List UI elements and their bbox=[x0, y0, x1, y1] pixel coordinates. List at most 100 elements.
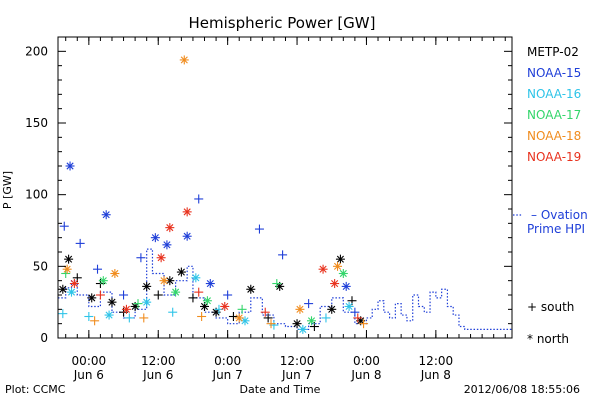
marker-stroke bbox=[65, 255, 73, 263]
marker-stroke bbox=[357, 317, 365, 325]
marker-stroke bbox=[203, 297, 211, 305]
marker-stroke bbox=[200, 302, 209, 311]
north-star-marker bbox=[121, 304, 131, 314]
south-plus-marker bbox=[90, 316, 100, 326]
south-plus-marker bbox=[353, 313, 363, 323]
satellite-points bbox=[58, 55, 369, 334]
north-star-marker bbox=[98, 276, 108, 286]
south-plus-marker bbox=[321, 313, 331, 323]
marker-stroke bbox=[276, 282, 284, 290]
marker-stroke bbox=[102, 211, 110, 219]
north-star-marker bbox=[107, 297, 117, 307]
north-star-marker bbox=[162, 240, 172, 250]
north-star-marker bbox=[246, 284, 256, 294]
marker-stroke bbox=[63, 265, 71, 273]
north-star-marker bbox=[327, 304, 337, 314]
south-plus-marker bbox=[188, 293, 198, 303]
south-plus-marker bbox=[84, 312, 94, 321]
x-axis-label: Date and Time bbox=[240, 383, 321, 396]
chart-title: Hemispheric Power [GW] bbox=[189, 14, 376, 32]
marker-stroke bbox=[299, 325, 307, 333]
marker-stroke bbox=[339, 269, 347, 278]
south-plus-marker bbox=[278, 250, 288, 260]
y-tick-label: 100 bbox=[25, 188, 48, 202]
x-tick-time-label: 12:00 bbox=[419, 354, 454, 368]
marker-stroke bbox=[206, 279, 214, 288]
north-star-marker bbox=[292, 319, 302, 329]
x-tick-date-label: Jun 6 bbox=[73, 368, 104, 382]
y-tick-label: 50 bbox=[33, 259, 48, 273]
south-plus-marker bbox=[133, 299, 143, 309]
legend-series-label: NOAA-18 bbox=[527, 129, 581, 143]
south-plus-marker bbox=[266, 319, 276, 329]
north-star-marker bbox=[191, 273, 201, 283]
ovation-legend-label: – Ovation bbox=[531, 208, 588, 222]
marker-stroke bbox=[177, 268, 185, 276]
marker-stroke bbox=[247, 285, 255, 293]
marker-stroke bbox=[319, 265, 327, 273]
plot-source-label: Plot: CCMC bbox=[5, 383, 66, 396]
marker-stroke bbox=[293, 320, 301, 328]
north-star-marker bbox=[64, 254, 74, 264]
north-star-marker bbox=[338, 269, 348, 278]
marker-stroke bbox=[143, 282, 151, 290]
plot-timestamp: 2012/06/08 18:55:06 bbox=[464, 383, 580, 396]
south-plus-marker bbox=[119, 290, 129, 300]
marker-stroke bbox=[157, 254, 165, 262]
north-star-marker bbox=[295, 304, 305, 314]
south-plus-marker bbox=[75, 238, 85, 248]
y-tick-label: 0 bbox=[40, 331, 48, 345]
south-plus-marker bbox=[260, 307, 270, 317]
marker-stroke bbox=[70, 279, 78, 288]
north-star-marker bbox=[156, 253, 166, 263]
marker-stroke bbox=[336, 255, 344, 263]
south-plus-marker bbox=[272, 279, 282, 289]
marker-stroke bbox=[212, 308, 220, 316]
marker-stroke bbox=[166, 277, 174, 285]
legend-series-label: METP-02 bbox=[527, 45, 579, 59]
marker-stroke bbox=[183, 232, 191, 240]
legend-series-label: NOAA-19 bbox=[527, 150, 581, 164]
north-star-marker bbox=[182, 207, 192, 217]
marker-stroke bbox=[241, 317, 249, 325]
x-tick-date-label: Jun 8 bbox=[350, 368, 381, 382]
south-plus-marker bbox=[168, 307, 178, 317]
marker-stroke bbox=[163, 241, 171, 249]
south-plus-marker bbox=[350, 307, 360, 317]
marker-stroke bbox=[143, 298, 151, 306]
south-plus-marker bbox=[263, 313, 273, 323]
marker-stroke bbox=[108, 298, 116, 306]
legend-series-label: NOAA-15 bbox=[527, 66, 581, 80]
north-star-marker bbox=[110, 269, 120, 278]
legend-south-marker: + south bbox=[527, 300, 574, 314]
south-plus-marker bbox=[304, 299, 314, 309]
marker-stroke bbox=[105, 311, 113, 319]
north-star-marker bbox=[220, 301, 230, 311]
marker-stroke bbox=[131, 302, 139, 311]
north-star-marker bbox=[205, 279, 215, 289]
x-tick-time-label: 0:00 bbox=[353, 354, 380, 368]
south-plus-marker bbox=[254, 224, 264, 234]
y-axis-label: P [GW] bbox=[1, 171, 14, 209]
marker-stroke bbox=[183, 208, 191, 216]
north-star-marker bbox=[176, 267, 186, 277]
marker-stroke bbox=[67, 288, 76, 296]
north-star-marker bbox=[182, 231, 192, 241]
marker-stroke bbox=[296, 305, 304, 313]
south-plus-marker bbox=[194, 194, 204, 204]
marker-stroke bbox=[192, 274, 200, 282]
north-star-marker bbox=[307, 316, 317, 326]
marker-stroke bbox=[180, 56, 188, 64]
ovation-series bbox=[58, 248, 512, 330]
marker-stroke bbox=[328, 305, 336, 313]
marker-stroke bbox=[111, 269, 119, 278]
marker-stroke bbox=[160, 277, 168, 285]
x-tick-date-label: Jun 7 bbox=[212, 368, 243, 382]
north-star-marker bbox=[330, 279, 340, 289]
north-star-marker bbox=[335, 254, 345, 264]
south-plus-marker bbox=[194, 287, 204, 297]
north-star-marker bbox=[341, 281, 351, 291]
south-plus-marker bbox=[237, 304, 247, 314]
ovation-legend-label: Prime HPI bbox=[527, 222, 585, 236]
